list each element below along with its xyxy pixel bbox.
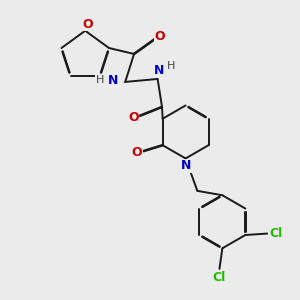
Text: N: N: [181, 159, 191, 172]
Text: O: O: [82, 18, 93, 31]
Text: O: O: [132, 146, 142, 159]
Text: Cl: Cl: [212, 271, 226, 284]
Text: N: N: [108, 74, 118, 87]
Text: H: H: [96, 75, 104, 85]
Text: O: O: [128, 111, 139, 124]
Text: H: H: [167, 61, 175, 71]
Text: N: N: [154, 64, 164, 77]
Text: Cl: Cl: [269, 227, 282, 240]
Text: O: O: [155, 30, 165, 44]
